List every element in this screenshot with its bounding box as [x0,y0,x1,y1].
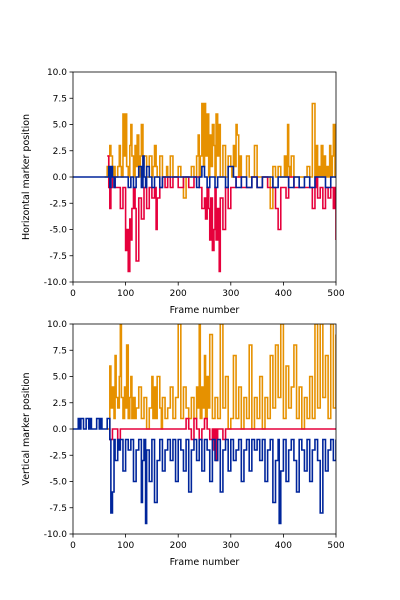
y-tick-label: 5.0 [53,373,68,383]
x-tick-label: 100 [117,289,134,299]
plot-area [73,102,336,273]
x-tick-label: 500 [327,541,344,551]
subplot-2: 0 100 200 300 400 500 -10.0 -7.5 -5.0 -2.5 0.0 2.5 5… [21,320,345,568]
series-line-3 [73,417,336,525]
y-tick-label: -2.5 [49,451,67,461]
x-tick-label: 300 [222,289,239,299]
plot-area [73,324,336,525]
x-tick-label: 0 [70,541,76,551]
y-tick-label: 5.0 [53,121,68,131]
y-axis-label: Horizontal marker position [21,114,32,240]
series-line-1 [107,324,336,430]
x-tick-label: 200 [170,289,187,299]
y-axis-label: Vertical marker position [21,372,32,485]
y-tick-label: 7.5 [53,94,67,104]
subplot-1: 0 100 200 300 400 500 -10.0 -7.5 -5.0 -2.5 0.0 2.5 5… [21,68,345,316]
y-tick-label: -7.5 [49,252,67,262]
x-tick-label: 400 [275,289,292,299]
y-tick-label: -7.5 [49,504,67,514]
y-tick-label: 0.0 [53,425,68,435]
y-tick-label: 10.0 [47,68,67,78]
x-tick-label: 500 [327,289,344,299]
y-tick-label: 0.0 [53,173,68,183]
y-tick-label: 2.5 [53,399,67,409]
x-tick-label: 300 [222,541,239,551]
y-tick-label: -10.0 [44,530,68,540]
x-tick-label: 100 [117,541,134,551]
x-tick-label: 200 [170,541,187,551]
y-tick-label: -2.5 [49,199,67,209]
y-tick-label: 2.5 [53,147,67,157]
series-line-3 [73,155,336,189]
x-tick-label: 0 [70,289,76,299]
x-axis-label: Frame number [170,557,240,568]
x-tick-label: 400 [275,541,292,551]
x-axis-label: Frame number [170,305,240,316]
y-tick-label: 7.5 [53,346,67,356]
y-tick-label: 10.0 [47,320,67,330]
y-tick-label: -5.0 [49,478,67,488]
y-tick-label: -5.0 [49,226,67,236]
y-tick-label: -10.0 [44,278,68,288]
